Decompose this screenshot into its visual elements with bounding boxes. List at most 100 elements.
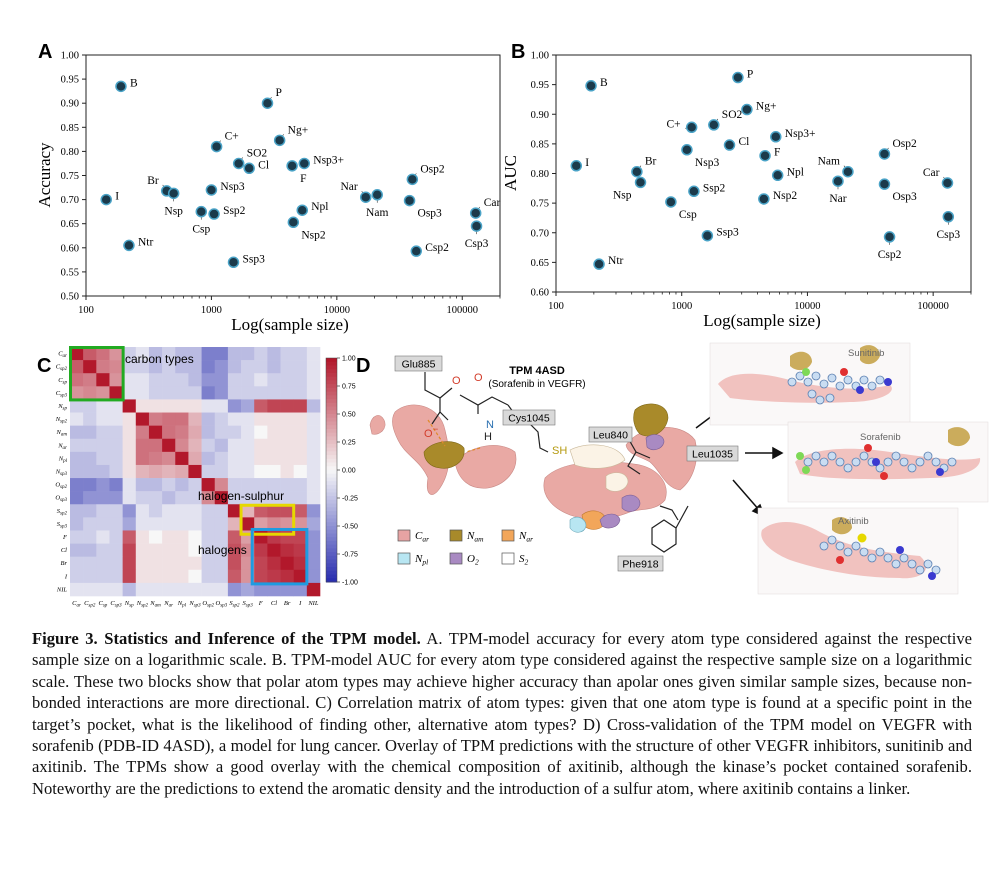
heatmap-cell — [267, 556, 281, 571]
heatmap-cell — [254, 582, 268, 597]
heatmap-tick-label: Nar — [163, 600, 173, 609]
colorbar-segment — [326, 443, 337, 449]
point-label: Ng+ — [288, 124, 309, 136]
point-label: Ssp3 — [242, 253, 265, 265]
data-point-nsp3 — [205, 184, 218, 196]
heatmap-cell — [70, 464, 84, 479]
heatmap-cell — [122, 425, 137, 440]
heatmap-cell — [188, 360, 202, 374]
heatmap-cell — [96, 556, 110, 571]
point-label: Nsp3+ — [313, 154, 344, 166]
point-label: Csp — [192, 224, 210, 236]
heatmap-tick-label: Nam — [56, 429, 68, 438]
heatmap-cell — [70, 360, 84, 374]
heatmap-cell — [306, 412, 321, 426]
heatmap-cell — [227, 438, 242, 453]
heatmap-cell — [135, 517, 150, 531]
colorbar-segment — [326, 544, 337, 549]
heatmap-cell — [109, 347, 123, 361]
x-tick-label: 1000 — [201, 305, 222, 316]
heatmap-cell — [227, 504, 242, 518]
heatmap-cell — [293, 425, 308, 440]
heatmap-cell — [175, 347, 189, 361]
heatmap-cell — [135, 412, 150, 426]
y-tick-label: 0.95 — [531, 80, 549, 91]
heatmap-cell — [254, 373, 268, 387]
data-point-b — [115, 80, 127, 93]
heatmap-cell — [267, 360, 281, 374]
x-tick-label: 100000 — [917, 301, 949, 312]
colorbar-tick-label: -0.50 — [342, 524, 358, 531]
heatmap-tick-label: Npl — [58, 455, 68, 464]
heatmap-cell — [148, 569, 163, 584]
heatmap-cell — [254, 412, 268, 426]
heatmap-cell — [241, 582, 255, 597]
figure-canvas: A 0.500.550.600.650.700.750.800.850.900.… — [35, 41, 989, 609]
heatmap-cell — [267, 517, 281, 531]
y-tick-label: 0.85 — [531, 139, 549, 150]
halogen-sulphur-box — [239, 503, 296, 536]
heatmap-cell — [306, 530, 321, 544]
heatmap-cell — [201, 360, 216, 374]
heatmap-cell — [70, 556, 84, 571]
data-point-car — [941, 177, 954, 189]
point-label: Nsp3+ — [785, 128, 816, 140]
heatmap-cell — [83, 386, 97, 400]
heatmap-cell — [227, 386, 242, 400]
heatmap-cell — [135, 360, 150, 374]
heatmap-cell — [70, 451, 84, 466]
colorbar-segment — [326, 458, 337, 464]
heatmap-cell — [148, 582, 163, 597]
data-point-nsp — [167, 187, 180, 200]
colorbar-segment — [326, 406, 337, 411]
heatmap-cell — [162, 451, 176, 466]
tpm-density-main — [369, 403, 697, 533]
panel-a-y-axis-label: Accuracy — [35, 142, 54, 208]
heatmap-cell — [306, 386, 321, 400]
data-point-ng+ — [273, 134, 286, 147]
colorbar-segment — [326, 537, 337, 542]
point-label: Ntr — [608, 255, 624, 267]
heatmap-cell — [148, 451, 163, 466]
heatmap-tick-label: Osp3 — [55, 495, 67, 504]
heatmap-cell — [214, 543, 229, 557]
heatmap-cell — [201, 517, 216, 531]
colorbar-tick-label: 0.75 — [342, 384, 356, 391]
heatmap-cell — [188, 478, 202, 492]
data-point-nsp3+ — [298, 157, 311, 170]
point-label: Osp2 — [892, 138, 917, 150]
heatmap-cell — [293, 373, 308, 387]
legend-swatch — [449, 552, 463, 565]
heatmap-cell — [148, 360, 163, 374]
heatmap-cell — [306, 556, 321, 571]
atom-label-h: H — [484, 431, 492, 443]
data-point-f — [759, 149, 771, 162]
heatmap-cell — [214, 517, 229, 531]
atom-label-n: N — [486, 419, 494, 431]
heatmap-cell — [293, 464, 308, 479]
heatmap-cell — [175, 556, 189, 571]
heatmap-cell — [162, 504, 176, 518]
heatmap-cell — [241, 478, 255, 492]
x-tick-label: 100 — [78, 305, 94, 316]
heatmap-cell — [227, 478, 242, 492]
heatmap-cell — [267, 530, 281, 544]
colorbar-segment — [326, 455, 337, 460]
y-tick-label: 0.65 — [531, 258, 549, 269]
heatmap-cell — [306, 517, 321, 531]
heatmap-cell — [109, 504, 123, 518]
heatmap-cell — [188, 517, 202, 531]
data-point-csp — [665, 196, 677, 208]
heatmap-cell — [122, 582, 137, 597]
heatmap-tick-label: Csp2 — [56, 364, 68, 373]
heatmap-cell — [122, 438, 137, 453]
point-label: SO2 — [722, 109, 743, 121]
heatmap-cell — [175, 543, 189, 557]
svg-text:Leu840: Leu840 — [593, 430, 628, 442]
heatmap-cell — [214, 478, 229, 492]
y-tick-label: 0.75 — [531, 199, 549, 210]
colorbar-segment — [326, 507, 337, 512]
heatmap-cell — [293, 412, 308, 426]
point-label: Osp3 — [418, 208, 443, 220]
heatmap-cell — [122, 399, 137, 413]
